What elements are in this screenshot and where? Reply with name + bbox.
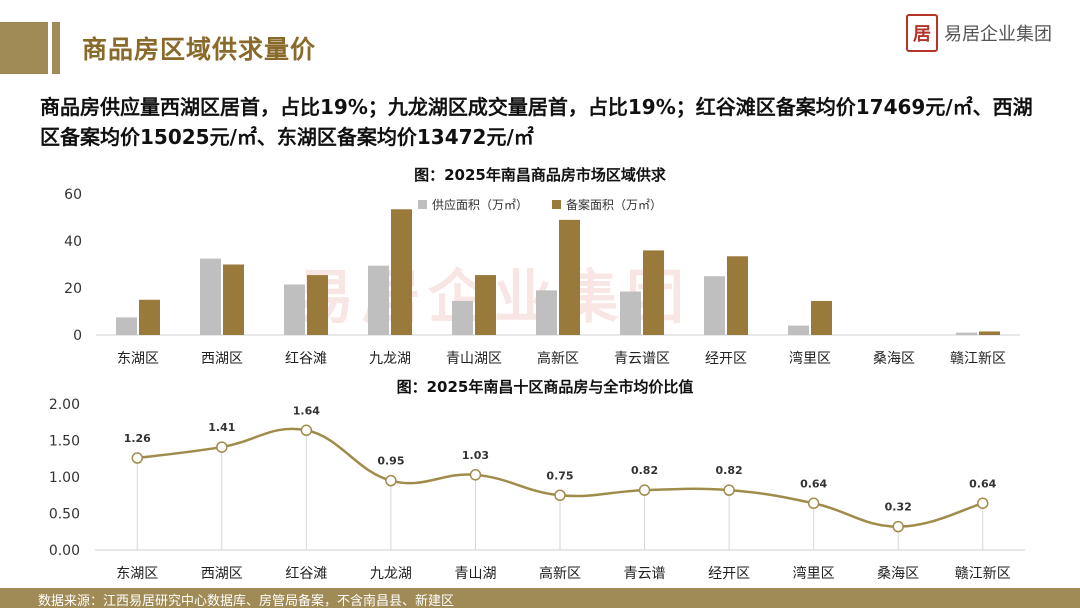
legend-label-supply: 供应面积（万㎡） [432, 197, 528, 212]
line-x-tick-label: 西湖区 [201, 566, 243, 582]
line-x-tick-label: 青山湖 [454, 566, 496, 582]
ratio-point [131, 452, 144, 464]
line-y-tick-label: 0.50 [49, 507, 80, 523]
footer-bar: 数据来源：江西易居研究中心数据库、房管局备案，不含南昌县、新建区 [0, 588, 1080, 609]
logo-seal-icon: 居 [906, 14, 938, 52]
bar-x-tick-label: 高新区 [537, 350, 579, 367]
filed-bar [391, 209, 412, 335]
bar-x-tick-label: 九龙湖 [369, 351, 411, 367]
logo-text: 易居企业集团 [944, 24, 1052, 45]
line-x-tick-label: 青云谱 [624, 566, 666, 582]
summary-text: 商品房供应量西湖区居首，占比19%；九龙湖区成交量居首，占比19%；红谷滩区备案… [40, 95, 1033, 149]
filed-bar [223, 264, 244, 335]
ratio-data-label: 0.95 [377, 455, 404, 468]
ratio-point [469, 469, 482, 481]
ratio-point [216, 441, 228, 453]
bar-x-tick-label: 青云谱区 [614, 351, 670, 367]
ratio-data-label: 1.41 [208, 421, 235, 434]
ratio-point [892, 520, 904, 533]
line-x-tick-label: 湾里区 [793, 565, 835, 582]
filed-bar [979, 331, 1000, 335]
ratio-point [723, 484, 735, 496]
line-x-tick-label: 高新区 [539, 565, 581, 582]
ratio-point [976, 497, 989, 510]
bar-y-tick-label: 40 [64, 234, 82, 250]
line-y-tick-label: 1.50 [49, 434, 80, 450]
bar-y-tick-label: 0 [73, 328, 82, 344]
ratio-data-label: 0.32 [885, 501, 912, 514]
line-x-tick-label: 经开区 [708, 566, 750, 582]
line-x-tick-label: 东湖区 [116, 566, 158, 582]
bar-x-tick-label: 红谷滩 [285, 351, 327, 367]
supply-bar [620, 291, 641, 335]
ratio-point [638, 484, 651, 496]
line-chart-axis: 0.00 0.50 1.00 1.50 2.00 东湖区 西湖区 红谷滩 九龙湖 青山湖 高新区 青云… [49, 397, 1025, 582]
line-chart-marks: 1.26 1.41 1.64 0.95 1.03 0.75 0.82 0.82 0.64 0.32… [124, 404, 997, 550]
filed-bar [559, 219, 580, 335]
logo-seal-glyph: 居 [913, 24, 931, 45]
supply-bar [788, 325, 809, 335]
ratio-data-label: 1.03 [462, 449, 489, 462]
supply-bar [368, 265, 389, 335]
supply-bar [956, 332, 977, 335]
ratio-data-label: 1.26 [124, 432, 151, 445]
bar-x-tick-label: 经开区 [705, 351, 747, 367]
header-accent-bar-thin [52, 22, 60, 74]
bar-x-tick-label: 湾里区 [789, 350, 831, 367]
supply-bar [200, 258, 221, 335]
filed-bar [727, 256, 748, 335]
bar-x-tick-label: 西湖区 [201, 351, 243, 367]
page-title: 商品房区域供求量价 [82, 35, 317, 64]
supply-bar [284, 284, 305, 335]
ratio-point [807, 497, 820, 510]
supply-bar [452, 300, 473, 335]
bar-x-tick-label: 青山湖区 [446, 351, 502, 367]
data-source: 数据来源：江西易居研究中心数据库、房管局备案，不含南昌县、新建区 [38, 594, 455, 609]
line-chart-title: 图：2025年南昌十区商品房与全市均价比值 [397, 378, 694, 396]
filed-bar [475, 275, 496, 335]
bar-chart-axis: 0 20 40 60 东湖区 西湖区 红谷滩 九龙湖 青山湖区 高新区 青云谱区 经开区 湾里区 桑海区 赣… [64, 187, 1020, 367]
bar-x-tick-label: 东湖区 [117, 351, 159, 367]
bar-x-tick-label: 赣江新区 [950, 351, 1006, 367]
company-logo: 居 易居企业集团 [906, 14, 1052, 52]
bar-x-tick-label: 桑海区 [873, 351, 915, 367]
filed-bar [643, 250, 664, 335]
ratio-point [554, 489, 566, 501]
header-accent-bar [0, 22, 48, 74]
ratio-data-label: 0.82 [716, 464, 743, 477]
bar-chart-title: 图：2025年南昌商品房市场区域供求 [414, 166, 667, 184]
line-y-tick-label: 1.00 [49, 470, 80, 486]
line-x-tick-label: 红谷滩 [285, 566, 327, 582]
filed-bar [307, 275, 328, 335]
line-x-tick-label: 桑海区 [877, 566, 919, 582]
filed-bar [811, 300, 832, 335]
supply-bar [536, 290, 557, 335]
legend-swatch-filed [552, 200, 561, 209]
ratio-data-label: 0.82 [631, 464, 658, 477]
supply-bar [704, 276, 725, 335]
filed-bar [139, 299, 160, 335]
line-chart: 图：2025年南昌十区商品房与全市均价比值 0.00 0.50 1.00 1.50 2.… [49, 378, 1025, 582]
line-x-tick-label: 赣江新区 [955, 566, 1011, 582]
bar-chart: 图：2025年南昌商品房市场区域供求 供应面积（万㎡） 备案面积（万㎡） 0 20 4… [64, 166, 1020, 367]
ratio-data-label: 0.64 [800, 477, 827, 490]
legend-label-filed: 备案面积（万㎡） [566, 197, 662, 212]
bar-y-tick-label: 20 [64, 281, 82, 297]
ratio-point [300, 424, 313, 437]
line-y-tick-label: 2.00 [49, 397, 80, 413]
bar-chart-legend: 供应面积（万㎡） 备案面积（万㎡） [418, 197, 662, 212]
legend-swatch-supply [418, 200, 427, 209]
bar-y-tick-label: 60 [64, 187, 82, 203]
ratio-point [385, 474, 397, 487]
ratio-data-label: 0.64 [969, 477, 996, 490]
ratio-data-label: 1.64 [293, 404, 320, 417]
supply-bar [116, 317, 137, 335]
bar-chart-marks [116, 209, 1000, 335]
line-x-tick-label: 九龙湖 [370, 566, 412, 582]
line-y-tick-label: 0.00 [49, 543, 80, 559]
ratio-data-label: 0.75 [546, 469, 573, 482]
